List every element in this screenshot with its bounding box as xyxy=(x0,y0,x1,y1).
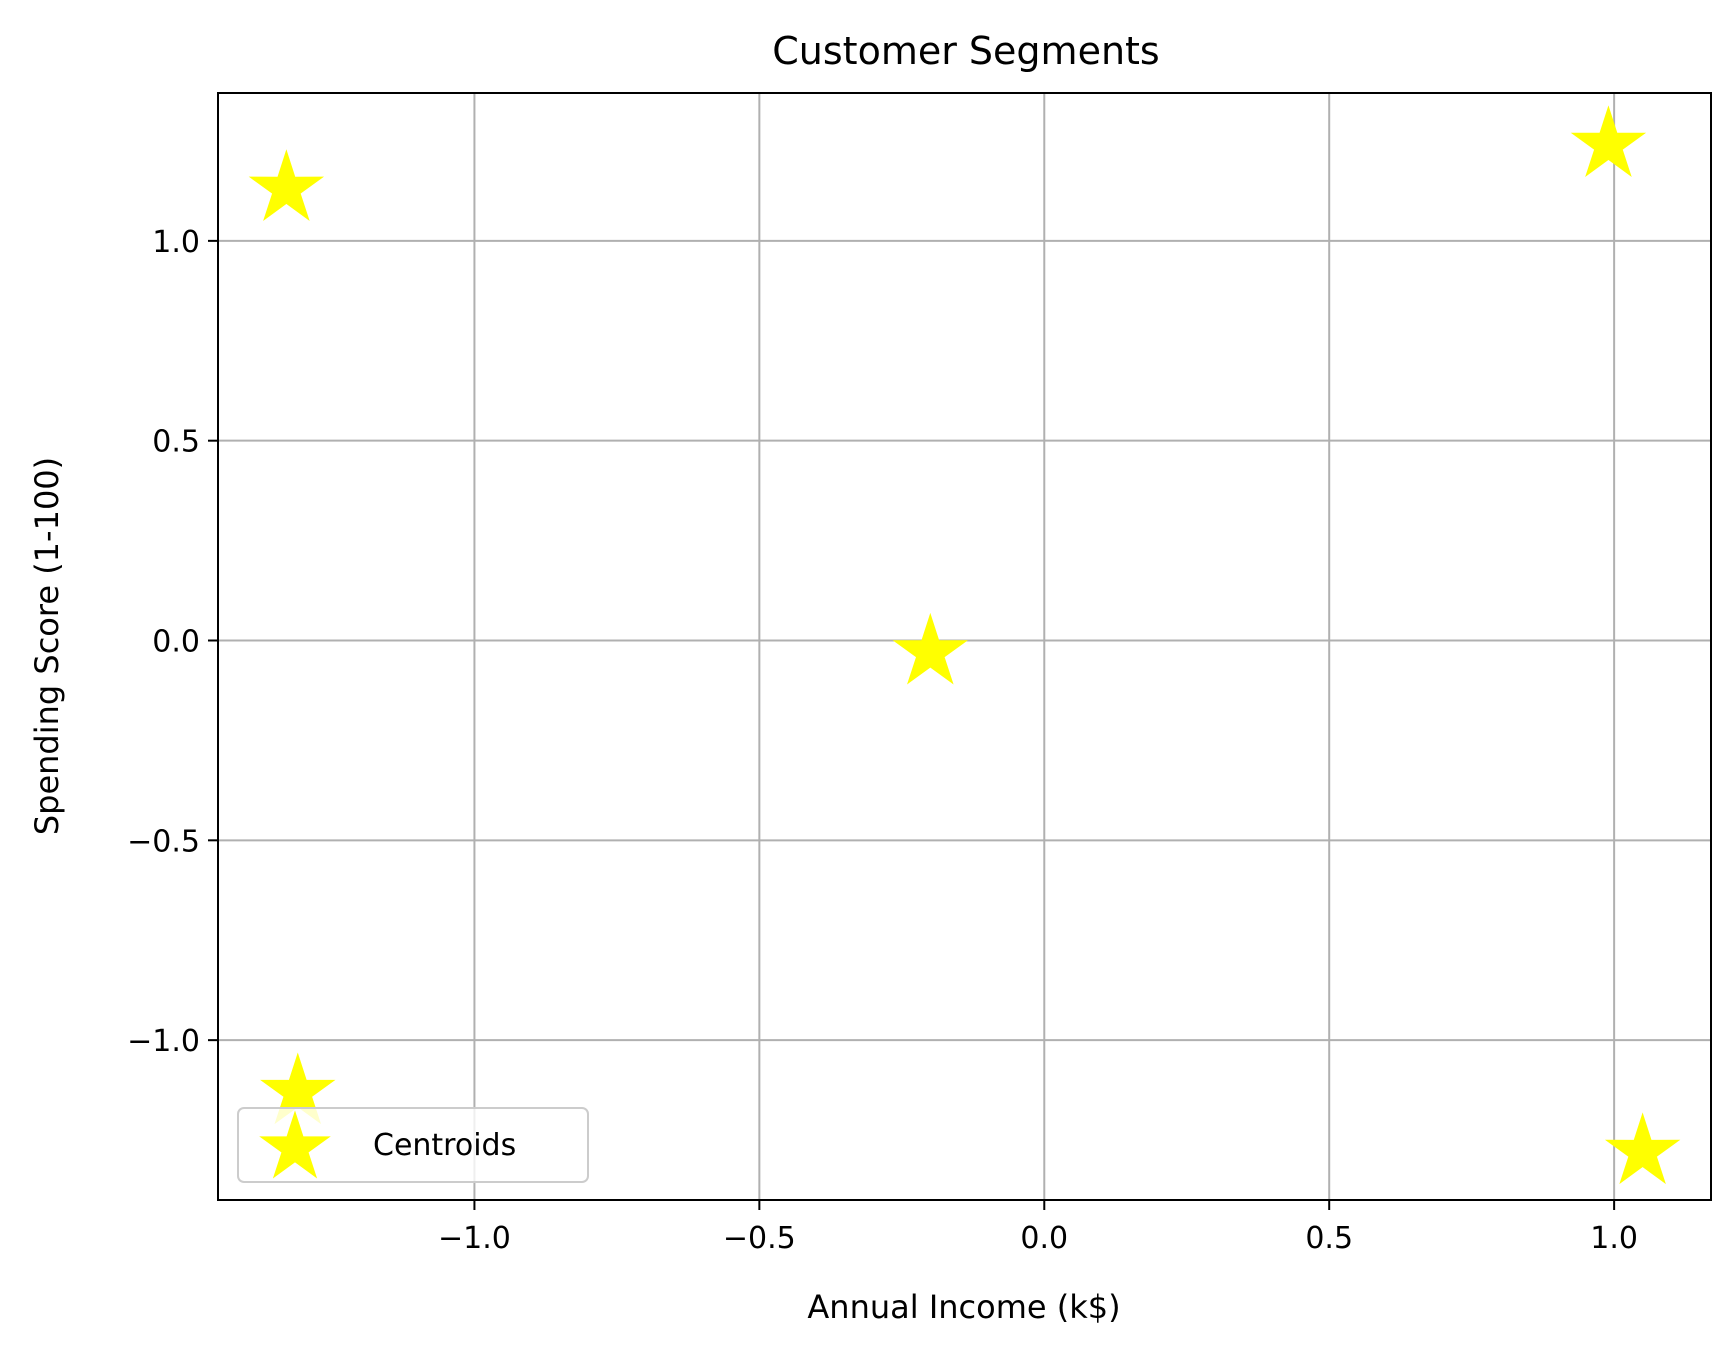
y-tick-label: −0.5 xyxy=(127,824,200,859)
centroid-point xyxy=(1570,105,1647,178)
grid xyxy=(218,93,1711,1200)
x-tick-label: 1.0 xyxy=(1590,1221,1638,1256)
centroid-point xyxy=(1604,1112,1681,1185)
y-tick-label: 1.0 xyxy=(152,225,200,260)
x-tick-label: 0.5 xyxy=(1305,1221,1353,1256)
axis-ticks: −1.0 −0.5 0.0 0.5 1.0 −1.0 −0.5 0.0 0.5 1.0 xyxy=(127,225,1638,1256)
legend-label-centroids: Centroids xyxy=(373,1128,516,1163)
legend-star xyxy=(259,1110,331,1179)
y-tick-label: −1.0 xyxy=(127,1024,200,1059)
centroid-point xyxy=(892,612,968,685)
x-tick-label: −1.0 xyxy=(438,1221,511,1256)
x-tick-label: 0.0 xyxy=(1020,1221,1068,1256)
y-axis-label: Spending Score (1-100) xyxy=(28,457,66,835)
y-tick-label: 0.5 xyxy=(152,425,200,460)
y-tick-label: 0.0 xyxy=(152,625,200,660)
data-points xyxy=(248,105,1681,1185)
centroid-point xyxy=(260,1052,336,1125)
legend-frame xyxy=(237,1107,589,1183)
x-axis-label: Annual Income (k$) xyxy=(807,1288,1120,1326)
legend-star-icon xyxy=(259,1110,331,1179)
centroid-point xyxy=(248,149,325,221)
chart-title: Customer Segments xyxy=(772,29,1159,73)
plot-frame xyxy=(217,92,1712,1201)
legend: Centroids xyxy=(237,1107,589,1183)
x-tick-label: −0.5 xyxy=(723,1221,796,1256)
